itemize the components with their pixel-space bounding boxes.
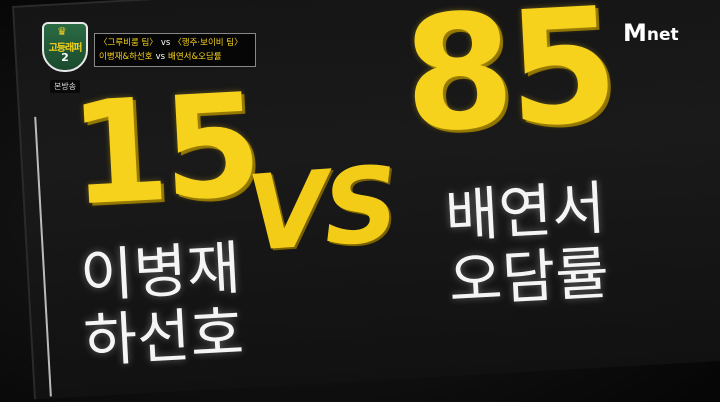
shield-icon xyxy=(42,22,88,72)
matchup-rappers-row: 이병재&하선호 vs 배연서&오담률 xyxy=(99,50,251,64)
right-team-names: 배연서 오담률 xyxy=(443,173,611,316)
matchup-caption: 〈그루비룸 팀〉 vs 〈행주·보이비 팀〉 이병재&하선호 vs 배연서&오담률 xyxy=(94,33,256,67)
show-title: 고등래퍼 xyxy=(48,43,83,54)
vs-separator: vs xyxy=(160,38,171,48)
screen-divider-line xyxy=(34,116,52,397)
mnet-m-mark: M xyxy=(623,19,647,47)
show-logo-badge: ♛ 고등래퍼 2 xyxy=(42,22,88,78)
left-team-names: 이병재 하선호 xyxy=(78,233,246,376)
left-team-name-1: 이병재 xyxy=(78,233,243,311)
right-team-name-1: 배연서 xyxy=(443,173,608,251)
rappers-a-label: 이병재&하선호 xyxy=(99,52,153,62)
show-season: 2 xyxy=(61,51,69,64)
right-team-name-2: 오담률 xyxy=(447,238,611,316)
broadcast-tag: 본방송 xyxy=(50,80,81,93)
left-team-name-2: 하선호 xyxy=(82,298,246,376)
crown-icon: ♛ xyxy=(57,25,67,38)
right-team-score: 85 xyxy=(399,0,617,169)
rappers-b-label: 배연서&오담률 xyxy=(168,52,222,62)
team-a-label: 〈그루비룸 팀〉 xyxy=(99,38,158,48)
team-b-label: 〈행주·보이비 팀〉 xyxy=(173,38,243,48)
mnet-logo: M net xyxy=(623,19,679,47)
vs-separator: vs xyxy=(155,52,166,62)
vs-label: VS xyxy=(242,143,399,275)
left-team-score: 15 xyxy=(65,63,260,238)
mnet-text: net xyxy=(646,24,679,45)
matchup-teams-row: 〈그루비룸 팀〉 vs 〈행주·보이비 팀〉 xyxy=(99,36,251,50)
